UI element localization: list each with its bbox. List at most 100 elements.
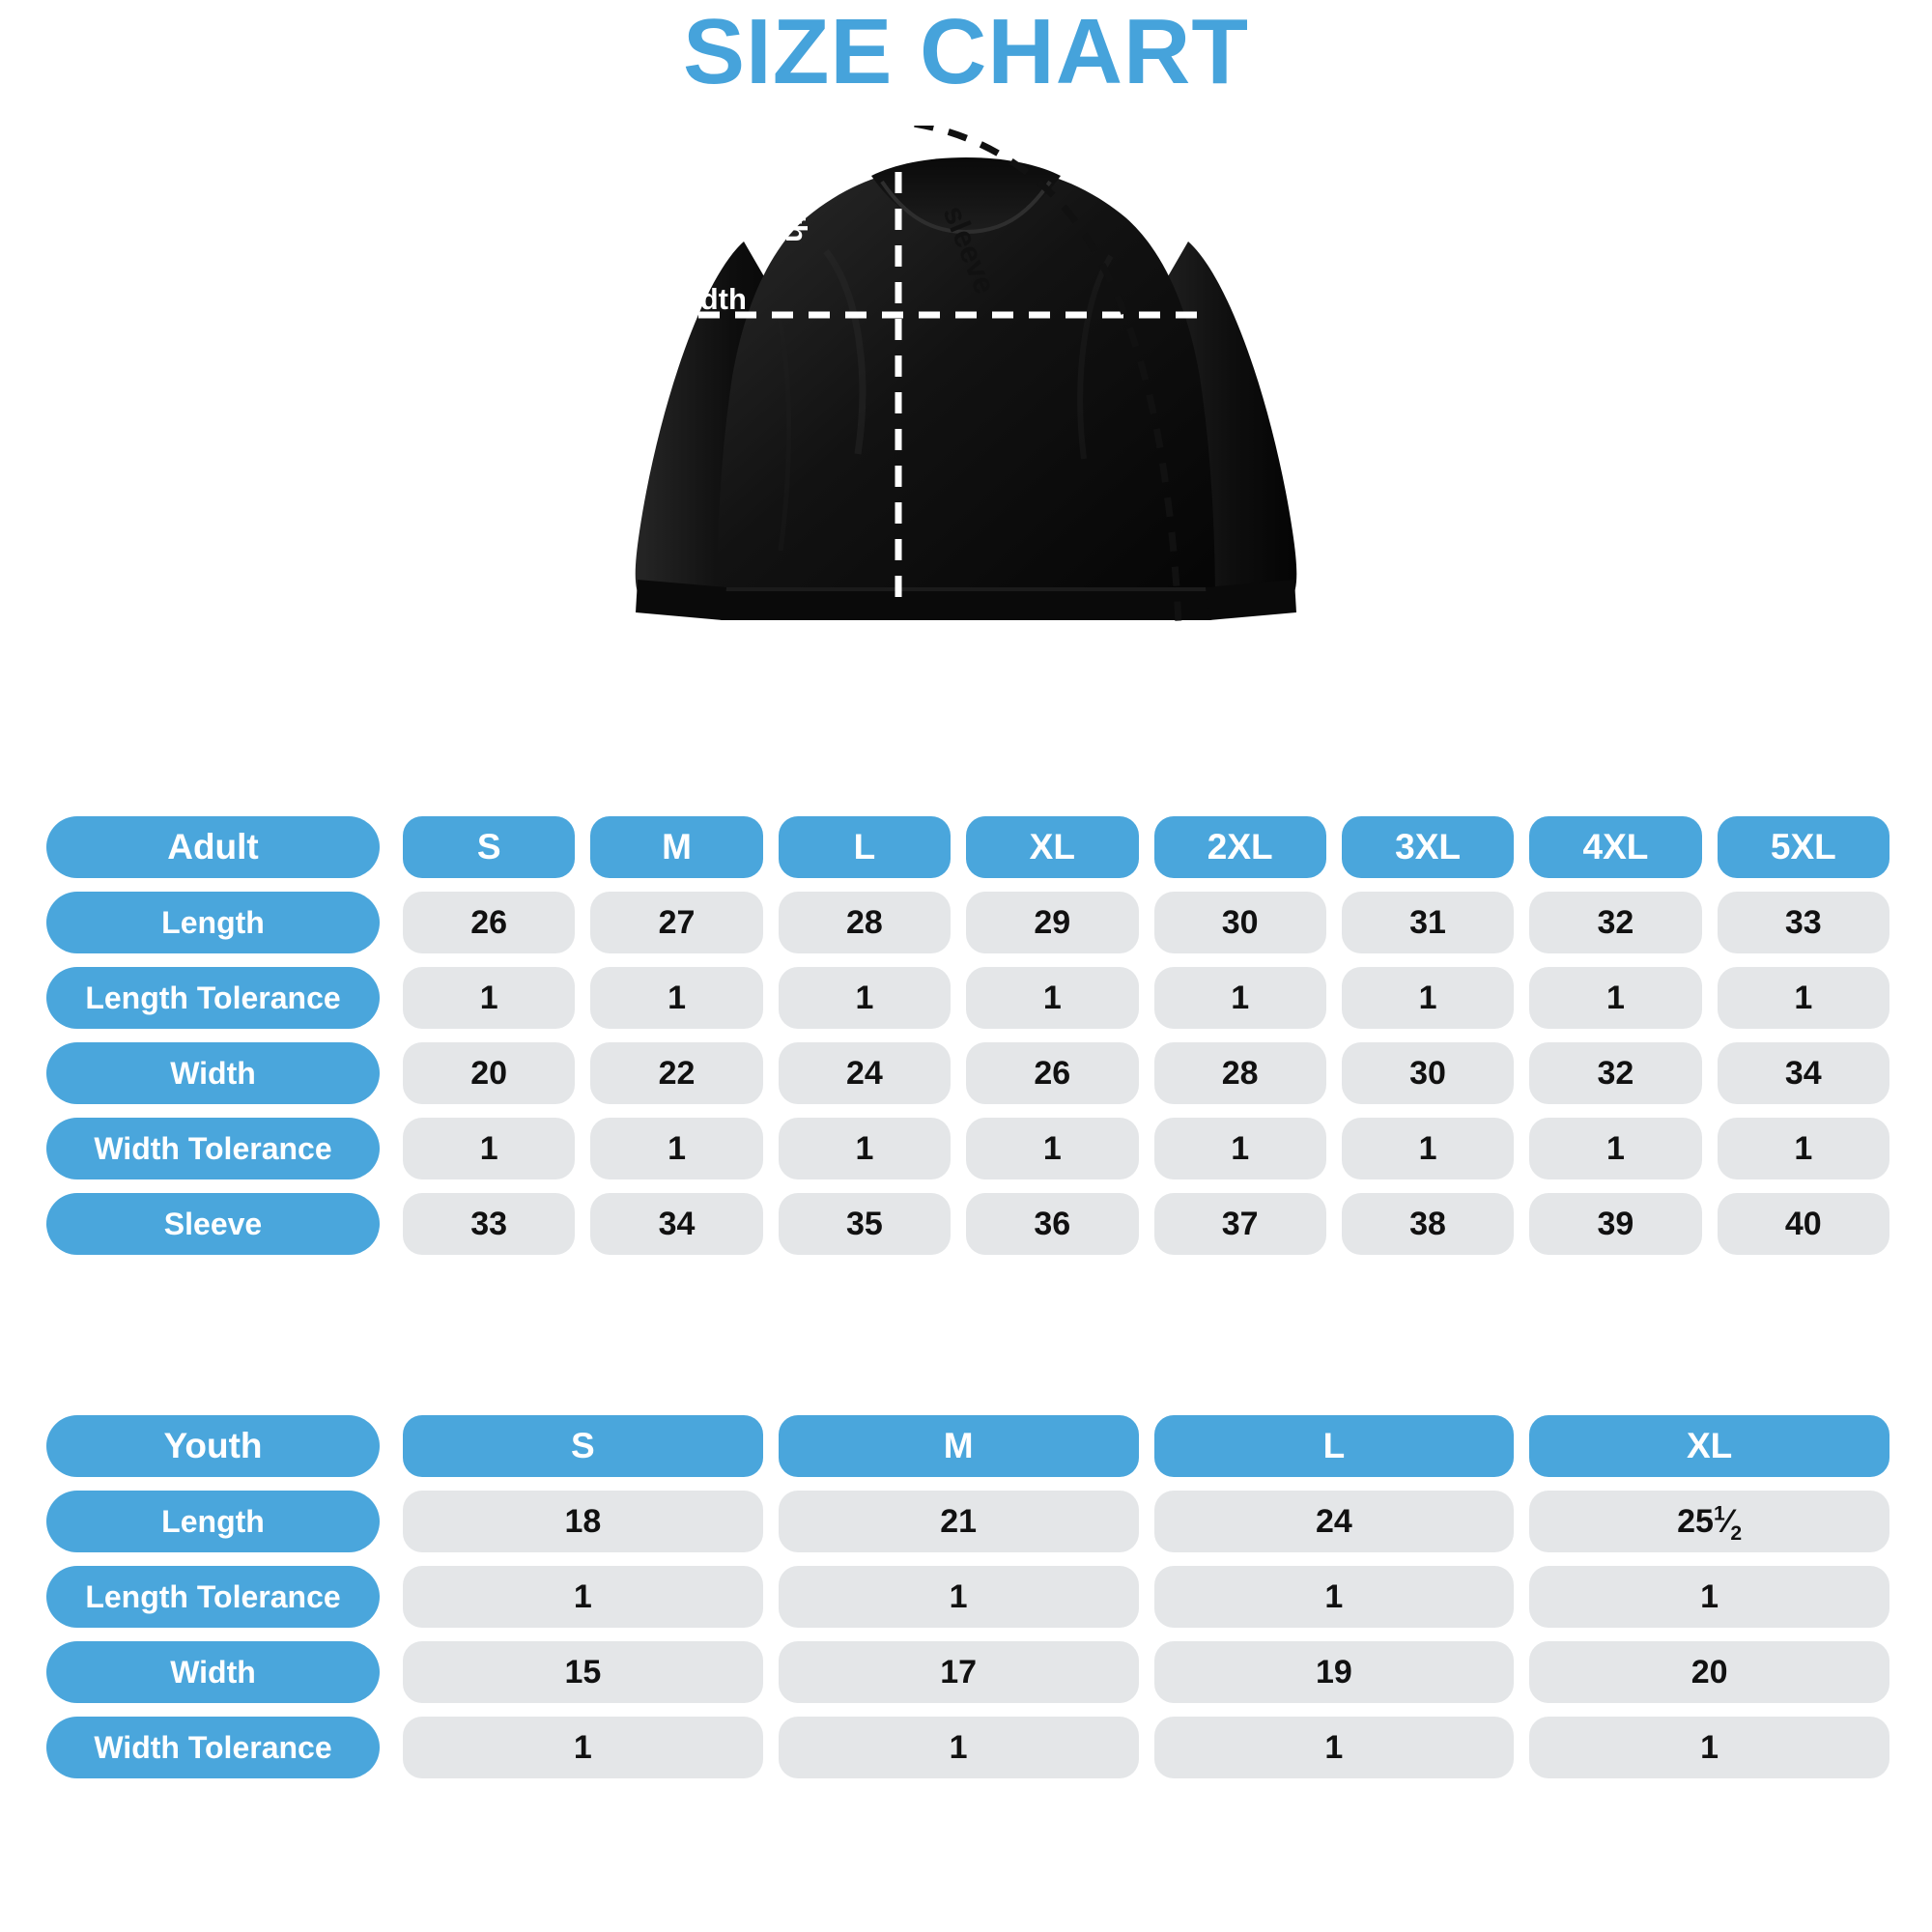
table-row: Width 15 17 19 20 bbox=[46, 1641, 1889, 1703]
value-cell: 34 bbox=[590, 1193, 763, 1255]
adult-column-header-xl: XL bbox=[966, 816, 1139, 878]
value-cell: 1 bbox=[1529, 967, 1702, 1029]
value-cell: 19 bbox=[1153, 1641, 1515, 1703]
value-cell: 26 bbox=[966, 1042, 1139, 1104]
page-title: SIZE CHART bbox=[683, 0, 1249, 103]
adult-column-header-2xl: 2XL bbox=[1153, 816, 1326, 878]
value-cell: 1 bbox=[1529, 1566, 1889, 1628]
value-cell: 40 bbox=[1717, 1193, 1889, 1255]
value-cell: 38 bbox=[1341, 1193, 1515, 1255]
value-cell: 1 bbox=[778, 967, 952, 1029]
value-cell: 1 bbox=[1529, 1118, 1702, 1179]
value-cell: 1 bbox=[403, 1566, 763, 1628]
value-cell: 1 bbox=[966, 967, 1139, 1029]
adult-column-header-4xl: 4XL bbox=[1529, 816, 1702, 878]
value-cell: 33 bbox=[1717, 892, 1889, 953]
value-cell: 1 bbox=[1341, 1118, 1515, 1179]
width-label: width bbox=[668, 282, 747, 316]
row-values: 15 17 19 20 bbox=[403, 1641, 1889, 1703]
value-cell: 1 bbox=[1717, 1118, 1889, 1179]
adult-row-label-length: Length bbox=[46, 892, 380, 953]
adult-row-label-width-tolerance: Width Tolerance bbox=[46, 1118, 380, 1179]
adult-column-headers: S M L XL 2XL 3XL 4XL 5XL bbox=[403, 816, 1889, 878]
youth-column-headers: S M L XL bbox=[403, 1415, 1889, 1477]
adult-column-header-l: L bbox=[778, 816, 952, 878]
value-cell: 1 bbox=[1529, 1717, 1889, 1778]
value-cell: 1 bbox=[590, 967, 763, 1029]
row-values: 20 22 24 26 28 30 32 34 bbox=[403, 1042, 1889, 1104]
value-cell: 1 bbox=[1341, 967, 1515, 1029]
youth-table-name: Youth bbox=[46, 1415, 380, 1477]
table-row: Width Tolerance 1 1 1 1 bbox=[46, 1717, 1889, 1778]
value-cell: 1 bbox=[1153, 1566, 1515, 1628]
adult-table-name: Adult bbox=[46, 816, 380, 878]
table-row: Length 26 27 28 29 30 31 32 33 bbox=[46, 892, 1889, 953]
youth-row-label-length: Length bbox=[46, 1491, 380, 1552]
table-row: Length 18 21 24 251⁄2 bbox=[46, 1491, 1889, 1552]
table-row: Length Tolerance 1 1 1 1 1 1 1 1 bbox=[46, 967, 1889, 1029]
row-values: 18 21 24 251⁄2 bbox=[403, 1491, 1889, 1552]
value-cell: 1 bbox=[778, 1566, 1139, 1628]
table-row: Width Tolerance 1 1 1 1 1 1 1 1 bbox=[46, 1118, 1889, 1179]
adult-column-header-m: M bbox=[590, 816, 763, 878]
value-cell: 24 bbox=[778, 1042, 952, 1104]
sleeve-measure-line bbox=[902, 126, 1182, 625]
adult-row-label-width: Width bbox=[46, 1042, 380, 1104]
value-cell: 1 bbox=[403, 967, 576, 1029]
value-cell: 1 bbox=[778, 1717, 1139, 1778]
value-cell: 1 bbox=[403, 1118, 576, 1179]
value-cell: 1 bbox=[1153, 1118, 1326, 1179]
value-cell: 24 bbox=[1153, 1491, 1515, 1552]
value-cell: 28 bbox=[1153, 1042, 1326, 1104]
row-values: 33 34 35 36 37 38 39 40 bbox=[403, 1193, 1889, 1255]
youth-row-label-width-tolerance: Width Tolerance bbox=[46, 1717, 380, 1778]
adult-row-label-sleeve: Sleeve bbox=[46, 1193, 380, 1255]
value-cell: 1 bbox=[966, 1118, 1139, 1179]
adult-column-header-s: S bbox=[403, 816, 576, 878]
youth-row-label-length-tolerance: Length Tolerance bbox=[46, 1566, 380, 1628]
value-cell: 18 bbox=[403, 1491, 763, 1552]
adult-header-row: Adult S M L XL 2XL 3XL 4XL 5XL bbox=[46, 816, 1889, 878]
value-cell: 251⁄2 bbox=[1529, 1491, 1889, 1552]
value-cell: 1 bbox=[590, 1118, 763, 1179]
value-cell: 20 bbox=[403, 1042, 576, 1104]
adult-column-header-3xl: 3XL bbox=[1341, 816, 1515, 878]
row-values: 26 27 28 29 30 31 32 33 bbox=[403, 892, 1889, 953]
value-cell: 15 bbox=[403, 1641, 763, 1703]
length-label: length bbox=[780, 153, 813, 242]
value-cell: 26 bbox=[403, 892, 576, 953]
fraction-value: 251⁄2 bbox=[1677, 1502, 1743, 1545]
value-cell: 27 bbox=[590, 892, 763, 953]
value-cell: 37 bbox=[1153, 1193, 1326, 1255]
value-cell: 29 bbox=[966, 892, 1139, 953]
value-cell: 17 bbox=[778, 1641, 1139, 1703]
youth-row-label-width: Width bbox=[46, 1641, 380, 1703]
garment-illustration: width length sleeve bbox=[609, 126, 1323, 802]
value-cell: 21 bbox=[778, 1491, 1139, 1552]
value-cell: 31 bbox=[1341, 892, 1515, 953]
adult-size-table: Adult S M L XL 2XL 3XL 4XL 5XL Length 26 27 28 29 30 31… bbox=[46, 816, 1889, 1255]
value-cell: 36 bbox=[966, 1193, 1139, 1255]
value-cell: 32 bbox=[1529, 1042, 1702, 1104]
value-cell: 39 bbox=[1529, 1193, 1702, 1255]
value-cell: 22 bbox=[590, 1042, 763, 1104]
value-cell: 30 bbox=[1341, 1042, 1515, 1104]
value-cell: 34 bbox=[1717, 1042, 1889, 1104]
value-cell: 1 bbox=[1717, 967, 1889, 1029]
value-cell: 1 bbox=[778, 1118, 952, 1179]
value-cell: 33 bbox=[403, 1193, 576, 1255]
youth-column-header-l: L bbox=[1153, 1415, 1515, 1477]
value-cell: 1 bbox=[1153, 1717, 1515, 1778]
adult-column-header-5xl: 5XL bbox=[1717, 816, 1889, 878]
youth-column-header-m: M bbox=[778, 1415, 1139, 1477]
youth-header-row: Youth S M L XL bbox=[46, 1415, 1889, 1477]
value-cell: 1 bbox=[1153, 967, 1326, 1029]
youth-column-header-s: S bbox=[403, 1415, 763, 1477]
youth-size-table: Youth S M L XL Length 18 21 24 251⁄2 Length Tolera… bbox=[46, 1415, 1889, 1778]
table-row: Width 20 22 24 26 28 30 32 34 bbox=[46, 1042, 1889, 1104]
